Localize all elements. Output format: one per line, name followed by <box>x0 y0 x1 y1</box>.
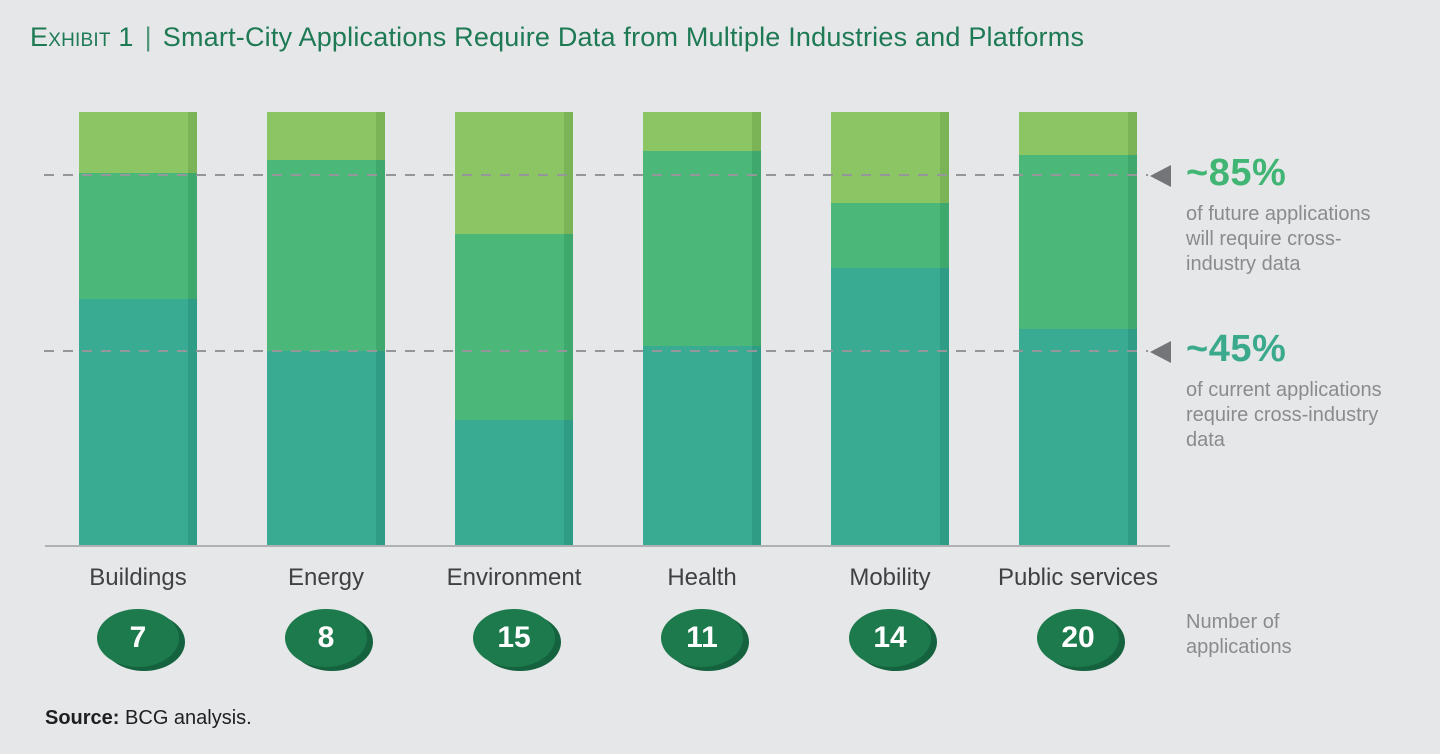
mobility-green-middle-segment <box>831 203 949 269</box>
buildings-green-middle-segment <box>79 172 197 299</box>
energy-green-middle-segment <box>267 159 385 351</box>
count-badge-public-services: 20 <box>1037 609 1119 667</box>
source-note: Source: BCG analysis. <box>45 707 252 730</box>
bar-public-services <box>1019 112 1137 546</box>
category-label-energy: Energy <box>287 564 365 591</box>
annotation-45-text: of current applications require cross-in… <box>1186 379 1382 451</box>
health-green-middle-segment <box>643 151 761 347</box>
bar-environment <box>455 112 573 546</box>
reference-line-85 <box>44 174 1148 176</box>
buildings-teal-bottom-segment <box>79 298 197 546</box>
x-axis-line <box>45 545 1170 547</box>
count-badge-energy: 8 <box>285 609 367 667</box>
environment-green-middle-segment <box>455 233 573 421</box>
category-label-buildings: Buildings <box>89 564 187 591</box>
count-badge-buildings: 7 <box>97 609 179 667</box>
public-services-green-middle-segment <box>1019 155 1137 329</box>
arrowhead-left-45-icon <box>1150 341 1171 363</box>
annotation-45: ~45% of current applications require cro… <box>1186 328 1382 453</box>
exhibit-number: Exhibit 1 <box>30 22 134 52</box>
annotation-85-text: of future applications will require cros… <box>1186 203 1371 275</box>
bar-energy <box>267 112 385 546</box>
category-label-health: Health <box>667 564 737 591</box>
count-badge-environment: 15 <box>473 609 555 667</box>
page-title: Exhibit 1 | Smart-City Applications Requir… <box>30 22 1084 53</box>
environment-light-green-top-segment <box>455 112 573 234</box>
count-badge-health: 11 <box>661 609 743 667</box>
public-services-teal-bottom-segment <box>1019 328 1137 546</box>
title-text: Smart-City Applications Require Data fro… <box>162 22 1085 52</box>
buildings-light-green-top-segment <box>79 112 197 173</box>
badge-caption: Number of applications <box>1186 611 1292 658</box>
bar-mobility <box>831 112 949 546</box>
annotation-45-value: ~45% <box>1186 328 1287 370</box>
environment-teal-bottom-segment <box>455 420 573 546</box>
annotation-85: ~85% of future applications will require… <box>1186 152 1371 277</box>
reference-line-45 <box>44 350 1148 352</box>
energy-light-green-top-segment <box>267 112 385 160</box>
arrowhead-left-85-icon <box>1150 165 1171 187</box>
energy-teal-bottom-segment <box>267 350 385 546</box>
public-services-light-green-top-segment <box>1019 112 1137 156</box>
count-badge-mobility: 14 <box>849 609 931 667</box>
mobility-teal-bottom-segment <box>831 268 949 546</box>
bar-health <box>643 112 761 546</box>
category-label-environment: Environment <box>446 564 582 591</box>
source-label: Source: <box>45 707 120 729</box>
mobility-light-green-top-segment <box>831 112 949 204</box>
health-light-green-top-segment <box>643 112 761 152</box>
category-label-public-services: Public services <box>997 564 1159 591</box>
health-teal-bottom-segment <box>643 346 761 546</box>
category-label-mobility: Mobility <box>849 564 931 591</box>
title-separator: | <box>144 22 152 52</box>
bar-buildings <box>79 112 197 546</box>
annotation-85-value: ~85% <box>1186 152 1287 194</box>
source-text: BCG analysis. <box>125 707 252 729</box>
